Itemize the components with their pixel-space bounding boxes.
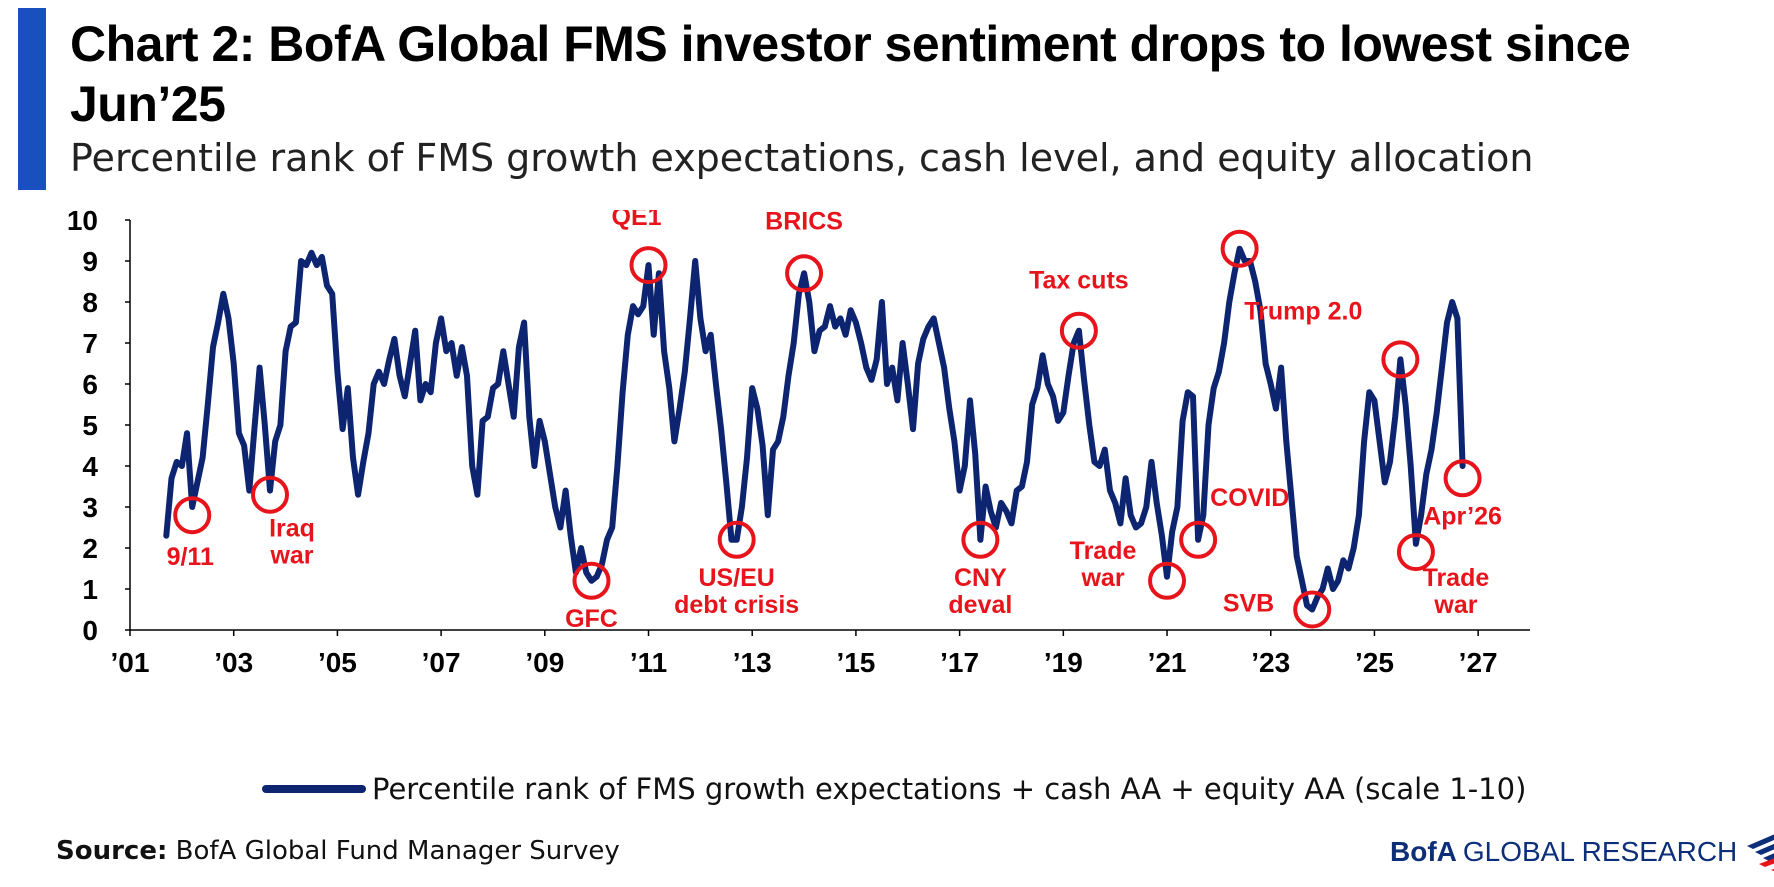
source-text: BofA Global Fund Manager Survey <box>175 836 620 866</box>
annotation-marker <box>785 254 824 293</box>
annotation-marker <box>629 246 668 285</box>
y-tick-label: 6 <box>82 369 98 400</box>
annotation-label: QE1 <box>612 210 662 231</box>
chart-axes: 0 1 2 3 4 5 6 7 8 9 10 ’01 ’03 ’05 ’07 ’09 ’11 ’13 ’15 ’17 ’… <box>67 210 1530 678</box>
source-note: Source: BofA Global Fund Manager Survey <box>56 836 620 866</box>
y-tick-label: 7 <box>82 328 98 359</box>
line-chart: 0 1 2 3 4 5 6 7 8 9 10 ’01 ’03 ’05 ’07 ’09 ’11 ’13 ’15 ’17 ’… <box>67 210 1530 678</box>
chart-legend: Percentile rank of FMS growth expectatio… <box>262 772 1526 806</box>
x-tick-label: ’21 <box>1148 647 1187 678</box>
annotation-marker <box>1179 520 1218 559</box>
x-tick-label: ’23 <box>1251 647 1290 678</box>
annotation-label: Trade war <box>1423 564 1490 619</box>
legend-swatch <box>262 785 366 793</box>
brand-logo: BofA GLOBAL RESEARCH <box>1390 832 1774 872</box>
x-tick-label: ’19 <box>1044 647 1083 678</box>
annotation-label: Apr’26 <box>1423 502 1502 530</box>
annotation-label: Iraq war <box>269 515 315 570</box>
chart-subtitle: Percentile rank of FMS growth expectatio… <box>70 136 1534 180</box>
y-tick-label: 2 <box>82 533 98 564</box>
annotation-marker <box>1396 533 1435 572</box>
annotation-label: CNY deval <box>948 564 1012 619</box>
y-tick-label: 10 <box>67 210 98 236</box>
annotation-label: COVID <box>1210 484 1289 512</box>
x-tick-label: ’01 <box>111 647 150 678</box>
legend-label: Percentile rank of FMS growth expectatio… <box>372 772 1527 806</box>
annotation-marker <box>1381 340 1420 379</box>
series-line <box>163 245 1466 613</box>
x-tick-label: ’05 <box>318 647 357 678</box>
annotation-marker <box>173 496 212 535</box>
annotation-label: Tax cuts <box>1029 267 1129 295</box>
source-label: Source: <box>56 836 168 866</box>
chart-title: Chart 2: BofA Global FMS investor sentim… <box>70 16 1631 132</box>
annotation-marker <box>1220 229 1259 268</box>
annotation-label: Trump 2.0 <box>1244 297 1362 325</box>
chart-annotations: 9/11 Iraq war GFC QE1 US/EU debt crisis BRICS CN… <box>167 210 1502 633</box>
x-tick-label: ’03 <box>214 647 253 678</box>
y-tick-label: 8 <box>82 287 98 318</box>
y-tick-label: 4 <box>82 451 98 482</box>
x-tick-label: ’17 <box>940 647 979 678</box>
annotation-marker <box>961 520 1000 559</box>
bofa-flag-icon <box>1747 834 1774 872</box>
annotation-label: 9/11 <box>167 543 214 571</box>
annotation-marker <box>1443 459 1482 498</box>
annotation-label: Blue wave <box>1178 210 1300 211</box>
annotation-label: US/EU debt crisis <box>674 564 799 619</box>
brand-name: BofA <box>1390 836 1457 867</box>
y-tick-label: 9 <box>82 246 98 277</box>
annotation-marker <box>1293 590 1332 629</box>
y-tick-label: 3 <box>82 492 98 523</box>
x-tick-label: ’13 <box>733 647 772 678</box>
chart-series <box>163 245 1466 613</box>
x-tick-label: ’07 <box>422 647 461 678</box>
annotation-label: Trade war <box>1070 537 1137 592</box>
annotation-marker <box>717 520 756 559</box>
x-tick-label: ’11 <box>630 647 667 678</box>
y-tick-label: 1 <box>82 574 98 605</box>
brand-sub: GLOBAL RESEARCH <box>1462 836 1738 867</box>
annotation-label: SVB <box>1223 590 1274 618</box>
y-tick-label: 5 <box>82 410 98 441</box>
annotation-label: GFC <box>565 605 618 633</box>
annotation-marker <box>251 475 289 514</box>
annotation-marker <box>1148 561 1187 600</box>
annotation-marker <box>572 561 611 600</box>
annotation-marker <box>1059 311 1098 350</box>
x-tick-label: ’25 <box>1355 647 1394 678</box>
x-tick-label: ’09 <box>525 647 564 678</box>
x-tick-label: ’27 <box>1459 647 1498 678</box>
y-tick-label: 0 <box>82 615 98 646</box>
x-tick-label: ’15 <box>836 647 875 678</box>
title-accent-bar <box>18 8 46 190</box>
annotation-label: BRICS <box>765 210 843 235</box>
